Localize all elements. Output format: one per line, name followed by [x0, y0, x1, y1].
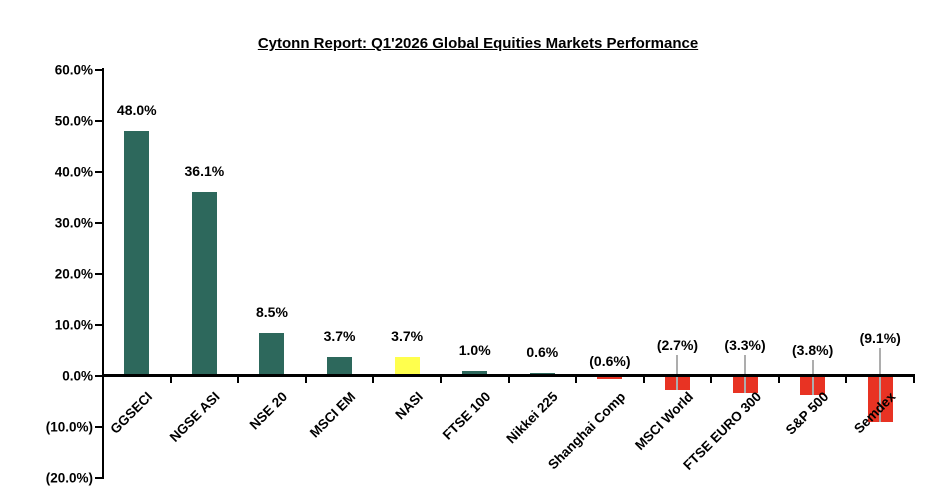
- x-tick: [575, 376, 578, 383]
- x-tick: [710, 376, 713, 383]
- category-label: Nikkei 225: [503, 389, 561, 447]
- y-tick: [95, 273, 102, 275]
- leader-line: [879, 348, 882, 423]
- category-label: S&P 500: [782, 389, 832, 438]
- y-tick-label: 30.0%: [54, 215, 93, 231]
- y-tick: [95, 171, 102, 173]
- bar-value-label: 1.0%: [458, 341, 491, 358]
- x-tick: [642, 376, 645, 383]
- y-axis-line: [102, 68, 104, 479]
- category-label: NGSE ASI: [167, 389, 223, 445]
- bar-value-label: 36.1%: [184, 162, 225, 179]
- y-tick: [95, 222, 102, 224]
- y-tick-label: (10.0%): [45, 419, 93, 435]
- x-tick: [507, 376, 510, 383]
- x-tick: [372, 376, 375, 383]
- bar-value-label: (2.7%): [656, 337, 699, 353]
- bar: [259, 332, 285, 376]
- category-label: NSE 20: [247, 389, 291, 433]
- bar-value-label: 8.5%: [255, 303, 288, 320]
- y-tick: [95, 477, 102, 479]
- category-label: GGSECI: [107, 389, 156, 437]
- x-axis-zero-line: [102, 374, 915, 377]
- y-tick: [95, 426, 102, 428]
- bar-value-label: 3.7%: [323, 328, 356, 345]
- bar-value-label: (3.3%): [724, 337, 766, 353]
- x-tick: [237, 376, 240, 383]
- leader-line: [811, 360, 814, 396]
- y-tick-label: 10.0%: [54, 317, 93, 333]
- bar: [191, 191, 217, 376]
- bar-value-label: (0.6%): [589, 353, 631, 369]
- y-tick: [95, 120, 102, 122]
- x-tick: [169, 376, 172, 383]
- bar: [124, 131, 150, 376]
- x-tick: [777, 376, 780, 383]
- bar-value-label: 0.6%: [526, 343, 559, 360]
- bar: [462, 370, 488, 376]
- category-label: NASI: [392, 389, 426, 423]
- y-tick-label: 0.0%: [62, 368, 93, 384]
- x-tick: [439, 376, 442, 383]
- chart-title: Cytonn Report: Q1'2026 Global Equities M…: [257, 35, 699, 52]
- y-tick-label: 20.0%: [54, 266, 93, 282]
- leader-line: [676, 355, 679, 390]
- y-tick-label: 60.0%: [54, 62, 93, 78]
- y-tick: [95, 324, 102, 326]
- y-tick-label: 50.0%: [54, 113, 93, 129]
- x-tick: [845, 376, 848, 383]
- x-tick: [304, 376, 307, 383]
- bar-value-label: (9.1%): [859, 330, 901, 346]
- y-tick-label: (20.0%): [45, 470, 93, 486]
- category-label: FTSE 100: [439, 389, 494, 443]
- y-tick: [95, 69, 102, 71]
- x-tick: [102, 376, 104, 383]
- y-tick-label: 40.0%: [54, 164, 93, 180]
- leader-line: [744, 355, 747, 393]
- bar: [394, 357, 420, 376]
- bar: [597, 376, 623, 380]
- x-tick: [913, 376, 915, 383]
- category-label: MSCI World: [632, 389, 697, 453]
- bar: [327, 357, 353, 376]
- y-tick: [95, 375, 102, 377]
- category-label: MSCI EM: [306, 389, 359, 441]
- bar-value-label: 48.0%: [116, 102, 157, 119]
- bar-value-label: (3.8%): [792, 342, 834, 358]
- bar-value-label: 3.7%: [391, 328, 424, 345]
